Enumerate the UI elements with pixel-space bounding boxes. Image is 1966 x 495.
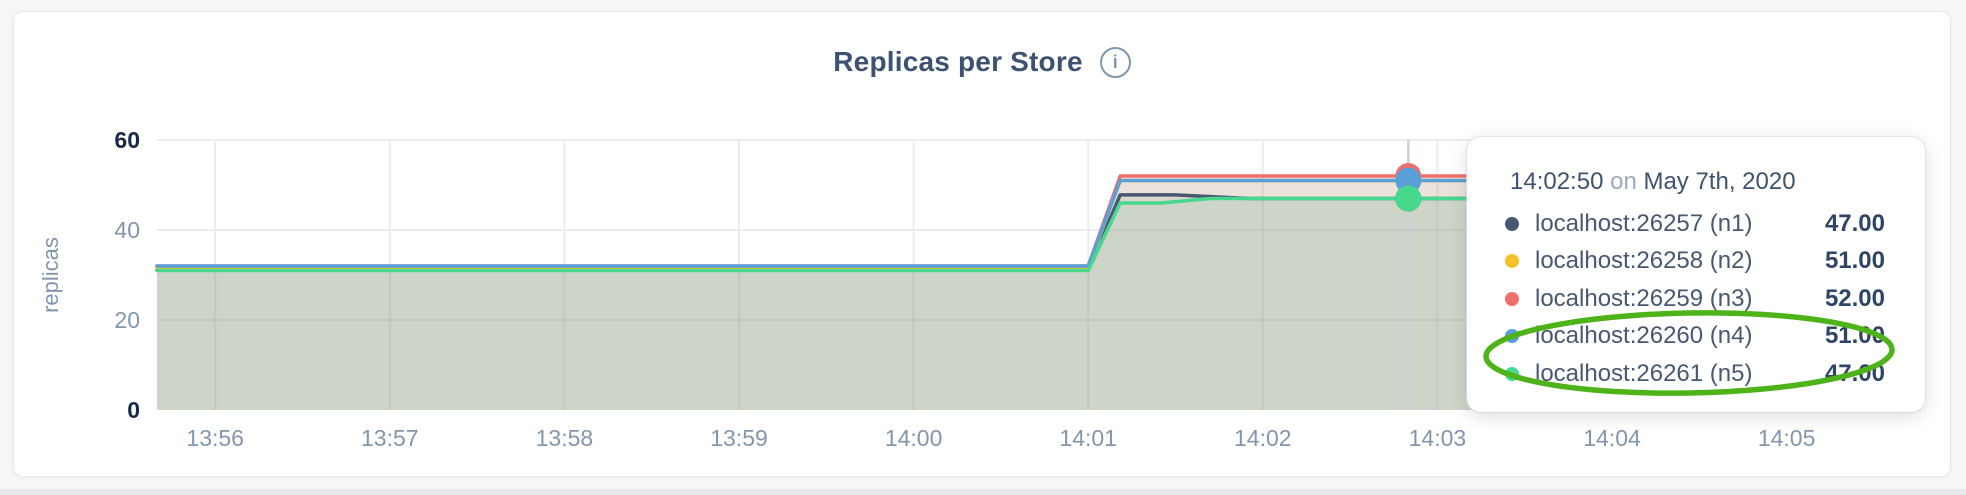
bottom-edge-strip xyxy=(0,489,1966,495)
legend-dot-n2 xyxy=(1505,254,1519,269)
chart-tooltip: 14:02:50 on May 7th, 2020 localhost:2625… xyxy=(1467,137,1925,412)
legend-dot-n4 xyxy=(1505,329,1519,344)
legend-label-n2: localhost:26258 (n2) xyxy=(1535,247,1753,275)
legend-label-n1: localhost:26257 (n1) xyxy=(1535,209,1753,237)
legend-row-n3: localhost:26259 (n3) 52.00 xyxy=(1505,280,1885,318)
chart-title: Replicas per Store xyxy=(833,46,1083,77)
legend-row-n2: localhost:26258 (n2) 51.00 xyxy=(1505,243,1885,281)
tooltip-conjunction: on xyxy=(1610,168,1637,195)
legend-row-n1: localhost:26257 (n1) 47.00 xyxy=(1505,205,1885,243)
tooltip-time: 14:02:50 xyxy=(1510,168,1604,195)
legend-value-n3: 52.00 xyxy=(1824,284,1885,312)
legend-value-n1: 47.00 xyxy=(1824,209,1885,237)
legend-label-n3: localhost:26259 (n3) xyxy=(1535,284,1753,312)
legend-dot-n5 xyxy=(1505,366,1519,381)
legend-value-n4: 51.00 xyxy=(1824,322,1885,350)
tooltip-timestamp: 14:02:50 on May 7th, 2020 xyxy=(1510,167,1885,197)
legend-row-n4: localhost:26260 (n4) 51.00 xyxy=(1505,318,1885,356)
tooltip-rows: localhost:26257 (n1) 47.00 localhost:26258… xyxy=(1505,205,1885,393)
legend-value-n5: 47.00 xyxy=(1824,359,1885,387)
tooltip-date: May 7th, 2020 xyxy=(1643,168,1796,195)
info-icon[interactable]: i xyxy=(1099,46,1131,78)
legend-label-n5: localhost:26261 (n5) xyxy=(1535,359,1753,387)
legend-dot-n3 xyxy=(1505,291,1519,306)
chart-header: Replicas per Store i xyxy=(14,46,1950,78)
legend-value-n2: 51.00 xyxy=(1824,247,1885,275)
legend-dot-n1 xyxy=(1505,216,1519,231)
legend-row-n5: localhost:26261 (n5) 47.00 xyxy=(1505,355,1885,393)
legend-label-n4: localhost:26260 (n4) xyxy=(1535,322,1753,350)
